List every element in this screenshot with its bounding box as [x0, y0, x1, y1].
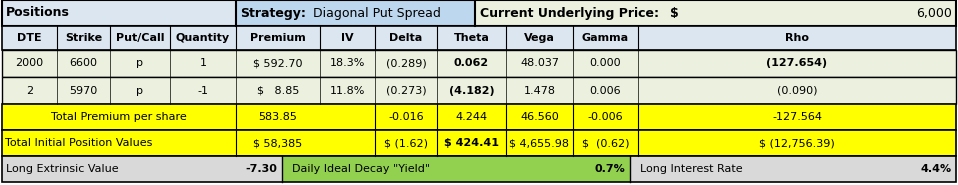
Text: $ 58,385: $ 58,385	[253, 138, 303, 148]
Bar	[2, 77, 956, 104]
Bar	[2, 104, 956, 130]
Text: Premium: Premium	[250, 33, 306, 43]
Text: 6600: 6600	[70, 58, 98, 68]
Bar	[236, 26, 437, 50]
Text: 0.062: 0.062	[454, 58, 490, 68]
Bar	[2, 130, 956, 156]
Text: $   8.85: $ 8.85	[257, 85, 299, 95]
Text: Diagonal Put Spread: Diagonal Put Spread	[313, 6, 441, 19]
Text: 46.560: 46.560	[520, 112, 559, 122]
Text: $ (1.62): $ (1.62)	[384, 138, 428, 148]
Text: (127.654): (127.654)	[766, 58, 828, 68]
Text: 2000: 2000	[15, 58, 43, 68]
Text: -127.564: -127.564	[772, 112, 822, 122]
Text: Strike: Strike	[65, 33, 103, 43]
Text: $  (0.62): $ (0.62)	[582, 138, 629, 148]
Bar	[2, 26, 236, 50]
Text: p: p	[136, 58, 144, 68]
Text: 583.85: 583.85	[259, 112, 297, 122]
Bar	[2, 104, 956, 130]
Text: Vega: Vega	[524, 33, 555, 43]
Text: -0.006: -0.006	[587, 112, 624, 122]
Text: (0.090): (0.090)	[777, 85, 817, 95]
Text: Strategy:: Strategy:	[240, 6, 306, 19]
Bar	[2, 156, 956, 182]
Text: 0.000: 0.000	[590, 58, 622, 68]
Text: 5970: 5970	[69, 85, 98, 95]
Text: 48.037: 48.037	[520, 58, 559, 68]
Text: (4.182): (4.182)	[448, 85, 494, 95]
Text: $ (12,756.39): $ (12,756.39)	[759, 138, 834, 148]
Bar	[437, 26, 956, 50]
Text: 4.244: 4.244	[455, 112, 488, 122]
Text: Current Underlying Price:: Current Underlying Price:	[480, 6, 659, 19]
Text: (0.273): (0.273)	[386, 85, 426, 95]
Text: Rho: Rho	[785, 33, 809, 43]
Text: Put/Call: Put/Call	[116, 33, 164, 43]
Bar	[2, 50, 956, 77]
Bar	[630, 156, 956, 182]
Text: $: $	[670, 6, 679, 19]
Bar	[282, 156, 630, 182]
Text: p: p	[136, 85, 144, 95]
Text: 11.8%: 11.8%	[330, 85, 365, 95]
Text: Theta: Theta	[453, 33, 490, 43]
Text: $ 592.70: $ 592.70	[253, 58, 303, 68]
Text: $ 4,655.98: $ 4,655.98	[510, 138, 569, 148]
Text: Delta: Delta	[389, 33, 422, 43]
Bar	[2, 156, 282, 182]
Text: $ 424.41: $ 424.41	[444, 138, 499, 148]
Text: DTE: DTE	[17, 33, 42, 43]
Text: 6,000: 6,000	[916, 6, 952, 19]
Text: Daily Ideal Decay "Yield": Daily Ideal Decay "Yield"	[292, 164, 430, 174]
Text: -7.30: -7.30	[245, 164, 277, 174]
Text: Quantity: Quantity	[176, 33, 230, 43]
Bar	[2, 0, 236, 26]
Text: Total Initial Position Values: Total Initial Position Values	[5, 138, 152, 148]
Text: 0.7%: 0.7%	[594, 164, 625, 174]
Text: 4.4%: 4.4%	[921, 164, 952, 174]
Text: 1.478: 1.478	[523, 85, 556, 95]
Text: -0.016: -0.016	[388, 112, 423, 122]
Text: Gamma: Gamma	[582, 33, 629, 43]
Text: Long Extrinsic Value: Long Extrinsic Value	[6, 164, 119, 174]
Text: 0.006: 0.006	[590, 85, 622, 95]
Bar	[2, 77, 956, 104]
Text: 2: 2	[26, 85, 34, 95]
Bar	[2, 0, 956, 26]
Text: 18.3%: 18.3%	[330, 58, 365, 68]
Text: (0.289): (0.289)	[386, 58, 426, 68]
Bar	[475, 0, 956, 26]
Bar	[2, 50, 956, 77]
Text: Long Interest Rate: Long Interest Rate	[640, 164, 742, 174]
Text: 1: 1	[199, 58, 207, 68]
Text: IV: IV	[341, 33, 354, 43]
Bar	[2, 26, 956, 50]
Bar	[236, 0, 475, 26]
Text: Total Premium per share: Total Premium per share	[51, 112, 187, 122]
Text: Positions: Positions	[6, 6, 70, 19]
Bar	[2, 130, 956, 156]
Text: -1: -1	[197, 85, 209, 95]
